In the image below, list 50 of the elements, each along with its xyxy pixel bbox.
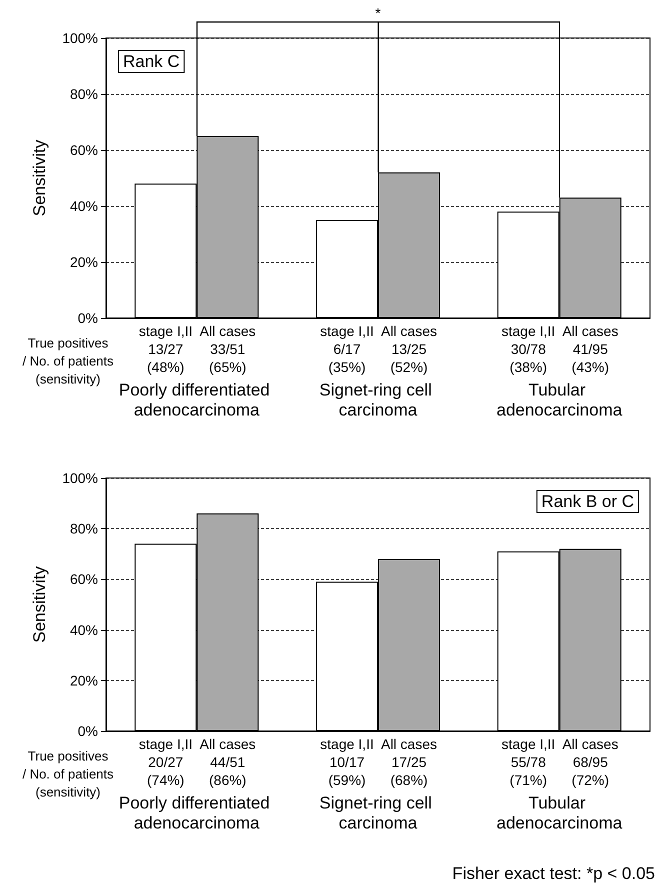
data-label: 13/27 (48%) bbox=[146, 341, 184, 375]
text: Fisher exact test: *p < 0.05 bbox=[452, 864, 656, 883]
x-tick-label: Tubular adenocarcinoma bbox=[496, 794, 623, 832]
y-tick-label: 0% bbox=[78, 310, 98, 326]
series-label: stage I,II bbox=[138, 736, 193, 752]
text: All cases bbox=[380, 736, 438, 752]
text: True positives / No. of patients (sensitivity) bbox=[22, 748, 114, 800]
data-label: 44/51 (86%) bbox=[208, 754, 246, 788]
x-tick-label: Signet-ring cell carcinoma bbox=[319, 380, 437, 420]
x-tick-label: Poorly differentiated adenocarcinoma bbox=[118, 794, 274, 832]
x-tick-label: Tubular adenocarcinoma bbox=[496, 380, 623, 420]
x-tick-label: Signet-ring cell carcinoma bbox=[319, 794, 437, 832]
y-tick-label: 80% bbox=[70, 520, 98, 537]
y-tick-label: 40% bbox=[70, 198, 98, 214]
data-label: 10/17 (59%) bbox=[328, 754, 366, 788]
text: All cases bbox=[562, 323, 618, 339]
data-label: 68/95 (72%) bbox=[572, 754, 610, 788]
text: stage I,II bbox=[501, 736, 556, 752]
y-axis-title: Sensitivity bbox=[30, 566, 49, 643]
data-label: 33/51 (65%) bbox=[208, 341, 246, 375]
y-tick-label: 100% bbox=[62, 30, 98, 46]
y-tick-label: 80% bbox=[70, 86, 98, 102]
series-label: All cases bbox=[200, 323, 256, 339]
text: * bbox=[375, 5, 382, 21]
annotation: Rank B or C bbox=[541, 492, 634, 511]
series-label: stage I,II bbox=[138, 323, 193, 339]
data-label: 6/17 (35%) bbox=[328, 341, 366, 375]
y-tick-label: 100% bbox=[62, 470, 98, 486]
data-label: 20/27 (74%) bbox=[146, 754, 184, 788]
data-label: 41/95 (43%) bbox=[572, 341, 610, 375]
y-tick-label: 0% bbox=[78, 723, 98, 739]
y-tick-label: 20% bbox=[70, 672, 98, 688]
y-tick-label: 60% bbox=[70, 571, 98, 588]
series-label: All cases bbox=[200, 736, 256, 752]
y-tick-label: 40% bbox=[70, 622, 98, 638]
y-axis-title: Sensitivity bbox=[30, 139, 49, 216]
annotation: Rank C bbox=[123, 52, 180, 71]
text: All cases bbox=[380, 323, 438, 339]
text: stage I,II bbox=[320, 736, 374, 752]
text: True positives / No. of patients (sensitivity) bbox=[22, 336, 114, 386]
data-label: 13/25 (52%) bbox=[390, 341, 428, 375]
data-label: 30/78 (38%) bbox=[510, 341, 548, 375]
y-tick-label: 20% bbox=[70, 254, 98, 270]
x-tick-label: Poorly differentiated adenocarcinoma bbox=[118, 380, 274, 420]
text: stage I,II bbox=[320, 323, 374, 339]
data-label: 55/78 (71%) bbox=[510, 754, 548, 788]
text: stage I,II bbox=[501, 323, 556, 339]
data-label: 17/25 (68%) bbox=[390, 754, 428, 788]
text: All cases bbox=[562, 736, 618, 752]
y-tick-label: 60% bbox=[70, 142, 98, 158]
